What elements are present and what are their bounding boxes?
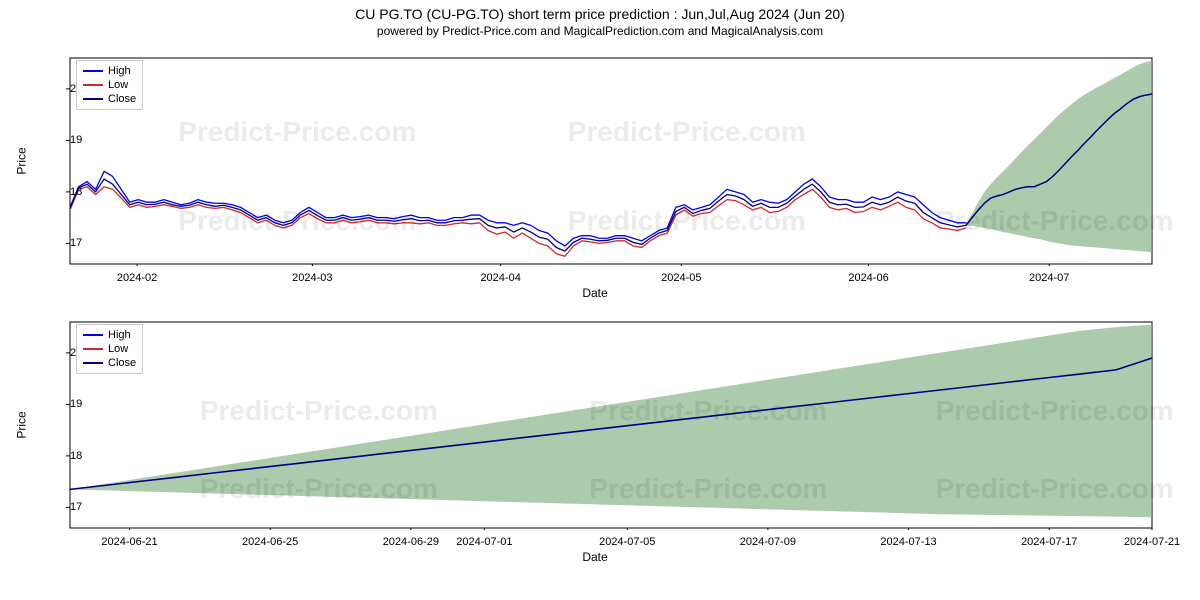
legend: HighLowClose xyxy=(76,60,143,110)
xtick-label: 2024-02 xyxy=(117,266,157,284)
ytick-label: 19 xyxy=(70,398,76,410)
chart-subtitle: powered by Predict-Price.com and Magical… xyxy=(0,22,1200,42)
legend-item-low: Low xyxy=(83,342,136,356)
ytick-label: 19 xyxy=(70,134,76,146)
legend: HighLowClose xyxy=(76,324,143,374)
xtick-label: 2024-07-17 xyxy=(1021,530,1077,548)
price-prediction-chart-page: { "title": "CU PG.TO (CU-PG.TO) short te… xyxy=(0,0,1200,600)
chart-title: CU PG.TO (CU-PG.TO) short term price pre… xyxy=(0,0,1200,22)
legend-label: High xyxy=(108,64,131,78)
forecast-fan xyxy=(966,61,1152,253)
legend-swatch xyxy=(83,84,103,86)
legend-label: Close xyxy=(108,356,136,370)
xtick-label: 2024-04 xyxy=(480,266,520,284)
legend-item-close: Close xyxy=(83,92,136,106)
legend-swatch xyxy=(83,348,103,350)
xtick-label: 2024-05 xyxy=(661,266,701,284)
ylabel-top: Price xyxy=(15,147,29,174)
legend-label: Close xyxy=(108,92,136,106)
legend-label: Low xyxy=(108,78,128,92)
xtick-label: 2024-07-21 xyxy=(1124,530,1180,548)
legend-label: High xyxy=(108,328,131,342)
xtick-label: 2024-07-05 xyxy=(599,530,655,548)
ytick-label: 18 xyxy=(70,186,76,198)
xtick-label: 2024-03 xyxy=(292,266,332,284)
chart-bottom: Price Date 171819202024-06-212024-06-252… xyxy=(30,320,1160,530)
legend-swatch xyxy=(83,334,103,336)
legend-item-low: Low xyxy=(83,78,136,92)
legend-item-high: High xyxy=(83,328,136,342)
xtick-label: 2024-06-29 xyxy=(383,530,439,548)
forecast-fan xyxy=(70,325,1152,518)
chart-svg xyxy=(30,56,1160,266)
chart-svg xyxy=(30,320,1160,530)
ylabel-bottom: Price xyxy=(15,411,29,438)
xtick-label: 2024-07-01 xyxy=(456,530,512,548)
ytick-label: 17 xyxy=(70,237,76,249)
ytick-label: 17 xyxy=(70,501,76,513)
xtick-label: 2024-06-21 xyxy=(101,530,157,548)
chart-top: Price Date 171819202024-022024-032024-04… xyxy=(30,56,1160,266)
xtick-label: 2024-07-09 xyxy=(740,530,796,548)
xtick-label: 2024-07 xyxy=(1029,266,1069,284)
legend-swatch xyxy=(83,70,103,72)
xtick-label: 2024-07-13 xyxy=(880,530,936,548)
legend-swatch xyxy=(83,98,103,100)
legend-item-high: High xyxy=(83,64,136,78)
xlabel-bottom: Date xyxy=(582,550,607,564)
xtick-label: 2024-06 xyxy=(848,266,888,284)
legend-label: Low xyxy=(108,342,128,356)
xtick-label: 2024-06-25 xyxy=(242,530,298,548)
close-line xyxy=(70,179,966,251)
legend-item-close: Close xyxy=(83,356,136,370)
ytick-label: 18 xyxy=(70,450,76,462)
xlabel-top: Date xyxy=(582,286,607,300)
legend-swatch xyxy=(83,362,103,364)
